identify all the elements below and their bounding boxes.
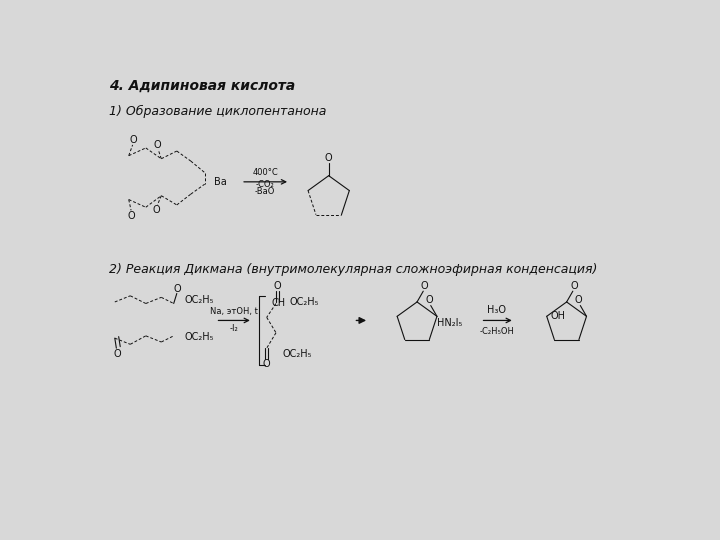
Text: O: O (153, 205, 161, 214)
Text: -I₂: -I₂ (230, 323, 238, 333)
Text: H₃O: H₃O (487, 305, 506, 315)
Text: O: O (426, 295, 433, 305)
Text: HN₂I₅: HN₂I₅ (437, 318, 462, 328)
Text: O: O (421, 281, 428, 291)
Text: O: O (153, 140, 161, 150)
Text: O: O (127, 212, 135, 221)
Text: O: O (113, 348, 121, 359)
Text: -CO₂: -CO₂ (256, 180, 274, 190)
Text: 4. Адипиновая кислота: 4. Адипиновая кислота (109, 79, 296, 93)
Text: -C₂H₅OH: -C₂H₅OH (480, 327, 514, 336)
Text: OC₂H₅: OC₂H₅ (184, 295, 214, 305)
Text: OC₂H₅: OC₂H₅ (290, 297, 320, 307)
Text: 2) Реакция Дикмана (внутримолекулярная сложноэфирная конденсация): 2) Реакция Дикмана (внутримолекулярная с… (109, 264, 598, 276)
Text: -BaO: -BaO (255, 187, 275, 197)
Text: OC₂H₅: OC₂H₅ (184, 333, 214, 342)
Text: Na, этОН, t: Na, этОН, t (210, 307, 258, 316)
Text: O: O (575, 295, 582, 305)
Text: O: O (174, 284, 181, 294)
Text: 400°C: 400°C (252, 168, 278, 177)
Text: CH: CH (271, 299, 285, 308)
Text: O: O (130, 135, 138, 145)
Text: 1) Образование циклопентанона: 1) Образование циклопентанона (109, 105, 327, 118)
Text: O: O (263, 359, 271, 369)
Text: O: O (570, 281, 578, 291)
Text: O: O (274, 281, 282, 291)
Text: OC₂H₅: OC₂H₅ (282, 349, 312, 359)
Text: Ba: Ba (214, 177, 227, 187)
Text: OH: OH (551, 312, 566, 321)
Text: O: O (325, 153, 333, 163)
